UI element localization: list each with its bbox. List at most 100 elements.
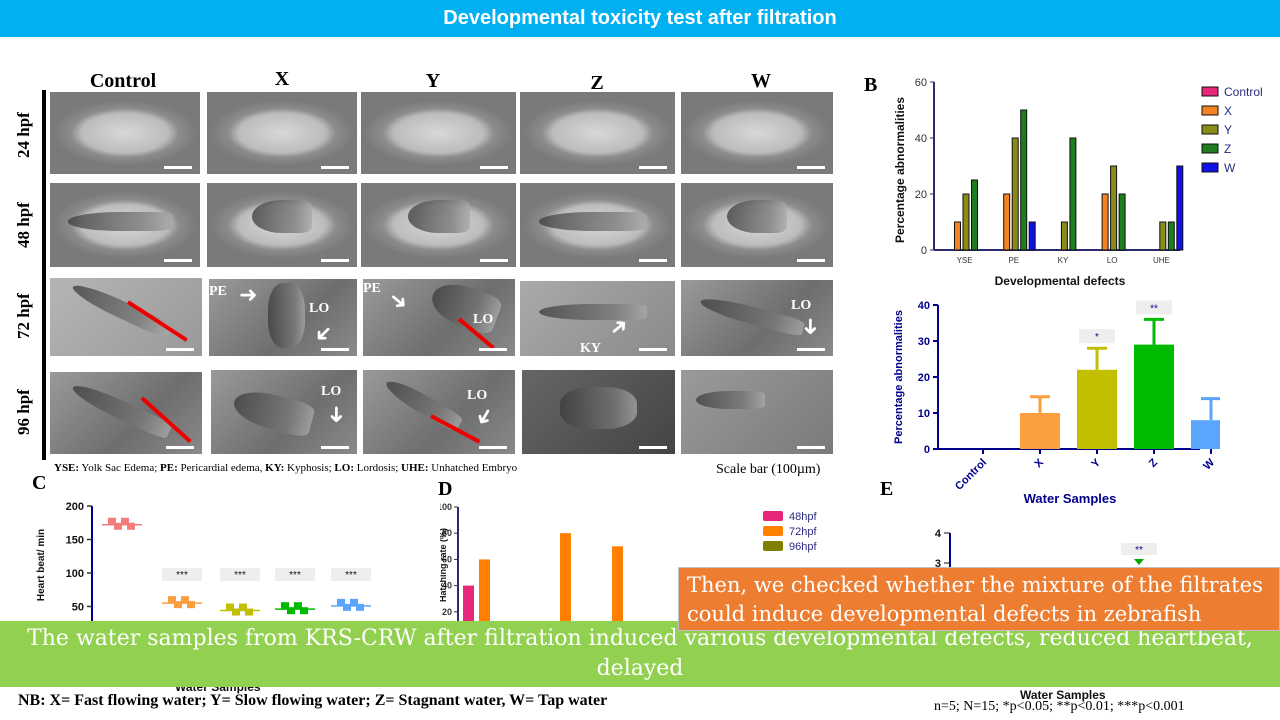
- embryo-image-z-24hpf: [520, 92, 675, 174]
- y-tick-label: 40: [915, 133, 927, 145]
- column-header-w: W: [751, 70, 771, 92]
- abbreviation-legend: YSE: Yolk Sac Edema; PE: Pericardial ede…: [54, 462, 517, 474]
- embryo-image-z-96hpf: [522, 370, 675, 454]
- column-header-x: X: [274, 68, 290, 90]
- y-tick-label: 100: [440, 502, 452, 512]
- abbr-value: Pericardial edema,: [180, 462, 263, 474]
- abbr-key: UHE:: [401, 462, 429, 474]
- embryo-image-w-24hpf: [681, 92, 833, 174]
- bar-72hpf-group-1: [479, 559, 490, 625]
- data-point-x: [174, 601, 182, 609]
- data-point-w: [337, 598, 345, 606]
- data-point-z: [294, 602, 302, 610]
- legend-swatch-w: [1201, 162, 1219, 173]
- annotation-lo: LO: [467, 388, 488, 403]
- significance-box: [162, 568, 202, 581]
- significance-label: ***: [234, 570, 246, 581]
- bar-y-lo: [1110, 165, 1118, 251]
- y-axis-label: Hatching rate (%): [440, 528, 448, 602]
- legend-swatch-x: [1201, 105, 1219, 116]
- embryo-image-y-96hpf: LO ➜: [363, 370, 515, 454]
- legend-label-x: X: [1224, 104, 1232, 118]
- y-tick-label: 60: [442, 554, 452, 564]
- y-tick-label: 4: [935, 528, 942, 540]
- chart-c-heart-beat: 50 100 150 200 Heart beat/ min *** *** *** ***: [36, 501, 371, 625]
- significance-box: [1136, 300, 1172, 315]
- arrow-icon: ➜: [239, 283, 258, 308]
- panel-letter-c: C: [32, 472, 47, 494]
- row-header-24hpf: 24 hpf: [14, 112, 33, 158]
- chart-d-hatching-rate: 20 40 60 80 100 Hatching rate (%) 48hpf 72hpf 96…: [440, 502, 817, 625]
- legend-swatch-48hpf: [763, 511, 783, 521]
- nb-footnote: NB: X= Fast flowing water; Y= Slow flowi…: [18, 692, 608, 709]
- y-tick-label: 30: [918, 336, 930, 348]
- y-tick-label: 50: [72, 602, 84, 614]
- bar-72hpf-group-2: [560, 533, 571, 625]
- x-tick-label: LO: [1107, 256, 1118, 265]
- annotation-pe: PE: [363, 281, 381, 296]
- bar-x: [1020, 413, 1060, 449]
- bar-w-uhe: [1176, 165, 1184, 251]
- significance-box: [1079, 329, 1115, 344]
- bar-x-lo: [1101, 193, 1109, 251]
- x-tick-label: W: [1201, 456, 1217, 472]
- significance-box: [331, 568, 371, 581]
- summary-green-callout: The water samples from KRS-CRW after fil…: [0, 621, 1280, 711]
- embryo-image-x-24hpf: [207, 92, 357, 174]
- legend-label-y: Y: [1224, 123, 1232, 137]
- y-tick-label: 10: [918, 408, 930, 420]
- data-point-x: [181, 596, 189, 604]
- bar-y-yse: [962, 193, 970, 251]
- column-header-y: Y: [425, 70, 441, 92]
- x-tick-label: PE: [1008, 256, 1019, 265]
- legend-swatch-72hpf: [763, 526, 783, 536]
- significance-box: [1121, 543, 1157, 555]
- embryo-image-x-72hpf: PE ➜ LO ➜: [209, 279, 357, 356]
- green-callout-line2: hatching, and increased mortality.: [449, 686, 831, 711]
- annotation-lo: LO: [309, 301, 330, 316]
- chart-b-developmental-defects: 0 20 40 60 YSE PE KY LO UHE Developmental defects…: [893, 77, 1263, 288]
- significance-label: ***: [289, 570, 301, 581]
- data-point-control: [121, 517, 129, 525]
- y-tick-label: 200: [66, 501, 84, 513]
- data-point-control: [114, 522, 122, 530]
- bar-z-ky: [1069, 137, 1077, 251]
- embryo-image-control-72hpf: [50, 278, 202, 356]
- row-header-96hpf: 96 hpf: [14, 389, 33, 436]
- legend-label-control: Control: [1224, 85, 1263, 99]
- data-point-x: [168, 596, 176, 604]
- annotation-pe: PE: [209, 284, 227, 299]
- panel-letter-e: E: [880, 478, 894, 500]
- legend-swatch-96hpf: [763, 541, 783, 551]
- embryo-image-z-72hpf: KY ➜: [520, 281, 675, 356]
- y-tick-label: 80: [442, 528, 452, 538]
- y-axis-label: Percentage abnormalities: [893, 310, 905, 444]
- bar-w-pe: [1028, 221, 1036, 251]
- y-tick-label: 20: [442, 607, 452, 617]
- annotation-ky: KY: [580, 341, 601, 356]
- data-point-w: [350, 598, 358, 606]
- legend-label-72hpf: 72hpf: [789, 526, 817, 538]
- bar-y-pe: [1011, 137, 1019, 251]
- embryo-image-y-48hpf: [361, 183, 516, 267]
- abbr-key: LO:: [334, 462, 354, 474]
- bar-y: [1077, 369, 1117, 449]
- abbr-key: KY:: [265, 462, 285, 474]
- significance-label: *: [1095, 332, 1099, 343]
- legend-label-z: Z: [1224, 142, 1231, 156]
- x-axis-label: Water Samples: [1024, 491, 1117, 506]
- orange-callout-line2: could induce developmental defects in ze…: [687, 602, 1202, 626]
- y-tick-label: 0: [924, 444, 930, 456]
- x-tick-label: UHE: [1153, 256, 1170, 265]
- x-axis-label: Developmental defects: [995, 274, 1126, 288]
- x-tick-label: YSE: [957, 256, 973, 265]
- x-tick-label: Z: [1147, 456, 1160, 469]
- legend-swatch-z: [1201, 143, 1219, 154]
- orange-callout-line1: Then, we checked whether the mixture of …: [687, 573, 1263, 597]
- bar-y-uhe: [1159, 221, 1167, 251]
- bar-48hpf-group-1: [463, 585, 474, 625]
- embryo-image-control-24hpf: [50, 92, 200, 174]
- data-point-control: [127, 522, 135, 530]
- abbr-value: Unhatched Embryo: [431, 462, 518, 474]
- y-axis-label: Percentage abnormalities: [893, 97, 907, 243]
